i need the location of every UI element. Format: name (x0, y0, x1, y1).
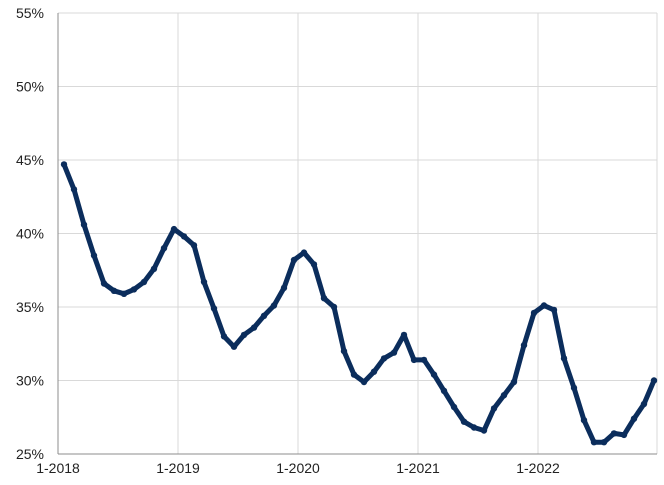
x-tick-label-2022: 1-2022 (516, 460, 560, 476)
data-point (460, 418, 468, 425)
data-point (500, 392, 508, 399)
data-point (340, 347, 348, 355)
y-tick-label-55: 55% (16, 5, 44, 21)
data-point (580, 417, 588, 424)
data-point (450, 403, 458, 411)
data-point (320, 295, 328, 302)
data-point (640, 400, 648, 408)
data-point (270, 302, 278, 309)
data-point (130, 286, 138, 293)
data-point (300, 249, 308, 256)
data-point (570, 384, 578, 392)
data-point (470, 424, 478, 431)
series-group (60, 161, 658, 446)
data-point (650, 377, 658, 384)
data-point (380, 355, 388, 362)
series-points (60, 161, 658, 446)
data-point (240, 331, 248, 339)
data-point (630, 415, 638, 422)
data-point (490, 405, 498, 412)
data-point (310, 261, 318, 268)
y-tick-label-25: 25% (16, 446, 44, 462)
data-point (430, 371, 438, 378)
data-point (350, 371, 358, 378)
x-tick-label-2021: 1-2021 (396, 460, 440, 476)
data-point (620, 431, 628, 439)
gridlines (57, 12, 658, 455)
data-point (440, 387, 448, 394)
data-point (360, 378, 368, 386)
data-point (70, 186, 78, 193)
data-point (190, 242, 198, 249)
data-point (160, 245, 168, 252)
data-point (110, 287, 118, 294)
data-point (520, 342, 528, 349)
data-point (610, 430, 618, 437)
data-point (510, 378, 518, 386)
y-tick-label-50: 50% (16, 79, 44, 95)
data-point (390, 349, 398, 356)
data-point (230, 343, 238, 350)
data-point (590, 439, 598, 446)
data-point (410, 356, 418, 364)
data-point (80, 221, 88, 228)
data-point (530, 309, 538, 317)
data-point (420, 356, 428, 364)
y-tick-label-40: 40% (16, 226, 44, 242)
data-point (540, 302, 548, 309)
data-point (150, 265, 158, 272)
data-point (100, 280, 108, 287)
data-point (250, 324, 258, 331)
x-tick-label-2019: 1-2019 (156, 460, 200, 476)
data-point (120, 290, 128, 297)
data-point (400, 331, 408, 339)
data-point (560, 355, 568, 362)
series-line (61, 161, 657, 445)
data-point (260, 312, 268, 319)
y-tick-labels: 25% 30% 35% 40% 45% 50% 55% (16, 5, 44, 462)
data-point (480, 427, 488, 434)
data-point (220, 333, 228, 340)
data-point (200, 278, 208, 286)
data-point (90, 252, 98, 259)
data-point (370, 368, 378, 375)
x-tick-label-2020: 1-2020 (276, 460, 320, 476)
x-tick-label-2018: 1-2018 (36, 460, 80, 476)
data-point (550, 306, 558, 314)
data-point (60, 161, 68, 168)
data-point (280, 284, 288, 292)
data-point (290, 256, 298, 264)
data-point (600, 439, 608, 446)
x-tick-labels: 1-2018 1-2019 1-2020 1-2021 1-2022 (36, 460, 560, 476)
data-point (180, 233, 188, 240)
data-point (210, 305, 218, 312)
y-tick-label-35: 35% (16, 299, 44, 315)
data-point (170, 225, 178, 233)
data-point (140, 278, 148, 286)
data-point (330, 303, 338, 311)
y-tick-label-30: 30% (16, 373, 44, 389)
y-tick-label-45: 45% (16, 152, 44, 168)
